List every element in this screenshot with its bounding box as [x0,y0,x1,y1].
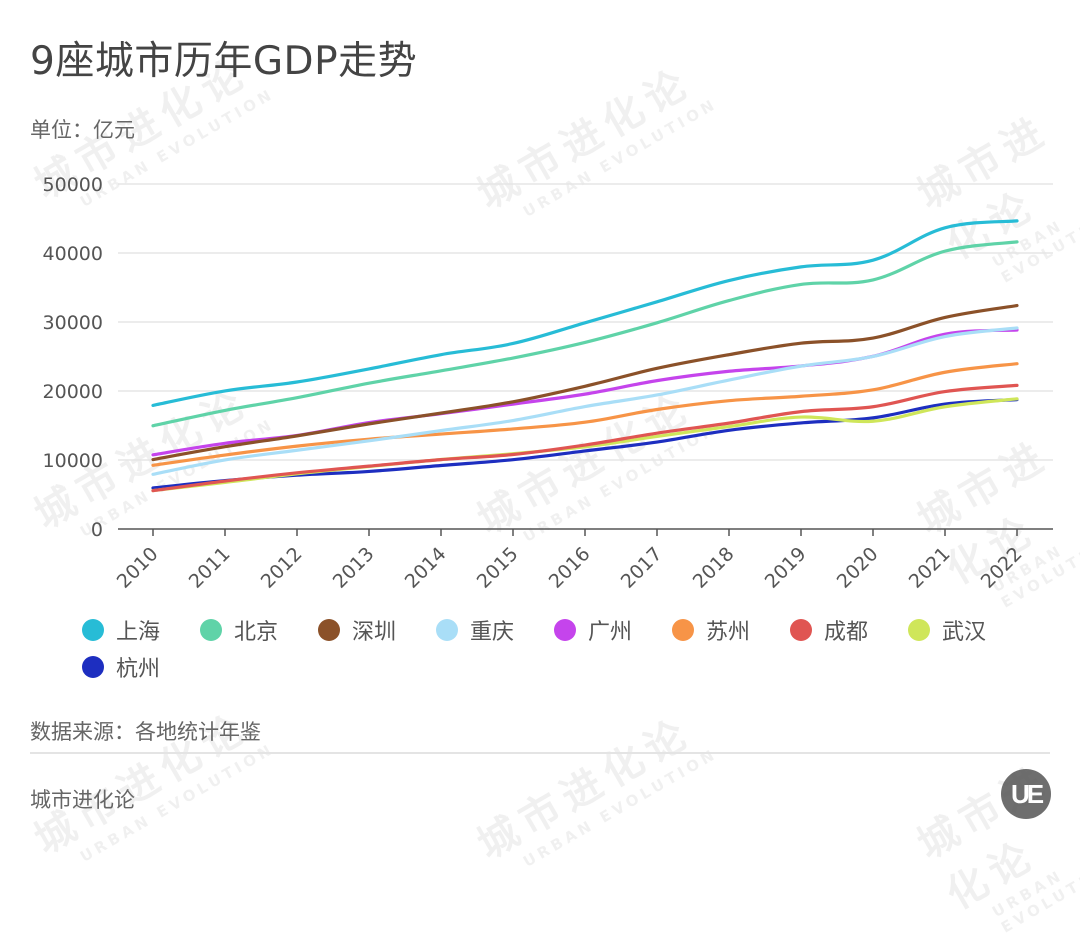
y-tick-label: 10000 [43,450,103,472]
legend-label: 北京 [234,620,279,645]
legend-dot-icon [554,619,576,641]
legend-label: 武汉 [942,620,987,645]
x-tick-label: 2014 [401,543,451,593]
x-tick-label: 2011 [185,543,235,593]
legend-item[interactable]: 广州 [554,614,632,646]
legend-item[interactable]: 苏州 [672,614,750,646]
series-line-2 [151,303,1019,462]
x-axis: 2010 2011 2012 2013 2014 2015 2016 2017 2018 2019… [113,528,1053,593]
y-tick-label: 0 [91,519,103,541]
x-tick-label: 2010 [113,543,163,593]
legend-label: 深圳 [352,620,397,645]
legend-dot-icon [82,656,104,678]
x-tick-label: 2021 [905,543,955,593]
unit-label: 单位：亿元 [30,118,135,142]
legend-item[interactable]: 成都 [790,614,868,646]
chart-title: 9座城市历年GDP走势 [30,39,418,84]
series-line-4 [151,328,1019,457]
x-tick-label: 2022 [977,543,1027,593]
x-tick-label: 2019 [761,543,811,593]
legend-dot-icon [790,619,812,641]
legend-label: 苏州 [706,620,751,645]
legend-dot-icon [318,619,340,641]
legend-label: 广州 [588,620,633,645]
series-line-6 [151,383,1019,493]
brand-name: 城市进化论 [30,788,135,812]
series-line-1 [151,240,1019,428]
y-tick-label: 30000 [43,312,103,334]
legend-item[interactable]: 杭州 [82,651,160,683]
legend-item[interactable]: 上海 [82,614,160,646]
watermark: 城市进化论 URBAN EVOLUTION [465,694,721,885]
legend-item[interactable]: 武汉 [908,614,986,646]
legend-label: 杭州 [116,657,161,682]
legend-item[interactable]: 北京 [200,614,278,646]
legend-item[interactable]: 重庆 [436,614,514,646]
brand-logo: UE [1001,769,1051,819]
legend-label: 上海 [116,620,161,645]
series-lines [151,219,1019,493]
series-line-5 [151,362,1019,467]
series-line-3 [151,326,1019,476]
legend-dot-icon [200,619,222,641]
legend-label: 重庆 [470,620,515,645]
x-tick-label: 2017 [617,543,667,593]
series-line-0 [151,219,1019,407]
watermark-en: URBAN EVOLUTION [988,854,1080,937]
x-tick-label: 2018 [689,543,739,593]
y-tick-label: 40000 [43,243,103,265]
watermark: 城市进化论 URBAN EVOLUTION [905,733,1080,952]
divider [30,752,1050,754]
x-tick-label: 2015 [473,543,523,593]
legend-dot-icon [82,619,104,641]
x-tick-label: 2012 [257,543,307,593]
legend-dot-icon [908,619,930,641]
y-axis: 0 10000 20000 30000 40000 50000 [43,174,103,541]
watermark-cn: 城市进化论 [470,708,701,869]
watermark-cn: 城市进化论 [910,756,1058,919]
y-tick-label: 20000 [43,381,103,403]
x-tick-label: 2020 [833,543,883,593]
legend-item[interactable]: 深圳 [318,614,396,646]
watermark-en: URBAN EVOLUTION [519,744,721,871]
legend-label: 成都 [824,620,869,645]
legend-dot-icon [436,619,458,641]
y-tick-label: 50000 [43,174,103,196]
legend-dot-icon [672,619,694,641]
x-tick-label: 2016 [545,543,595,593]
data-source: 数据来源：各地统计年鉴 [30,720,261,744]
x-tick-label: 2013 [329,543,379,593]
